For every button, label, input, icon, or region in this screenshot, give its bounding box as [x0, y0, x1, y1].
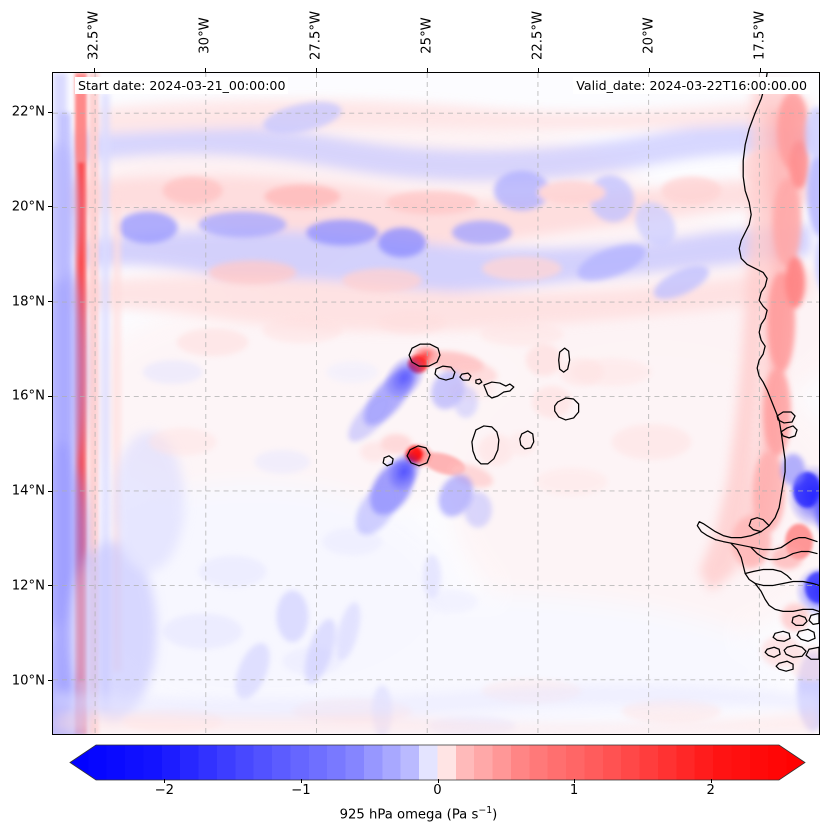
colorbar-tick-mark — [710, 779, 712, 783]
valid-date-annotation: Valid_date: 2024-03-22T16:00:00.00 — [573, 77, 810, 94]
latitude-tick-mark — [48, 206, 52, 208]
colorbar-tick-label: 1 — [569, 783, 579, 798]
omega-field-raster — [53, 73, 819, 734]
colorbar-title-suffix: ) — [492, 807, 498, 823]
latitude-tick-label: 14°N — [11, 483, 45, 499]
latitude-tick-label: 16°N — [11, 388, 45, 404]
longitude-tick-mark — [426, 68, 428, 72]
latitude-tick-label: 22°N — [11, 104, 45, 120]
colorbar-tick-label: −1 — [291, 783, 311, 798]
colorbar-tick-label: 2 — [706, 783, 715, 798]
colorbar-tick-mark — [574, 779, 576, 783]
colorbar-tick-mark — [437, 779, 439, 783]
longitude-tick-label: 32.5°W — [86, 11, 102, 60]
latitude-tick-label: 18°N — [11, 294, 45, 310]
longitude-tick-label: 25°W — [419, 17, 435, 54]
latitude-tick-label: 10°N — [11, 673, 45, 689]
longitude-tick-label: 20°W — [641, 17, 657, 54]
colorbar-title: 925 hPa omega (Pa s−1) — [0, 805, 837, 822]
longitude-tick-label: 22.5°W — [530, 11, 546, 60]
longitude-tick-mark — [204, 68, 206, 72]
latitude-tick-label: 20°N — [11, 199, 45, 215]
latitude-tick-mark — [48, 585, 52, 587]
omega-field: Start date: 2024-03-21_00:00:00 Valid_da… — [53, 73, 819, 734]
map-axes[interactable]: Start date: 2024-03-21_00:00:00 Valid_da… — [52, 72, 820, 735]
longitude-tick-mark — [537, 68, 539, 72]
longitude-tick-mark — [759, 68, 761, 72]
colorbar-title-exponent: −1 — [478, 805, 493, 816]
longitude-tick-mark — [93, 68, 95, 72]
colorbar[interactable]: −2 −1 0 1 2 — [69, 744, 806, 798]
latitude-tick-label: 12°N — [11, 578, 45, 594]
latitude-tick-mark — [48, 395, 52, 397]
start-date-annotation: Start date: 2024-03-21_00:00:00 — [75, 77, 289, 94]
colorbar-tick-label: −2 — [154, 783, 175, 798]
longitude-tick-mark — [315, 68, 317, 72]
colorbar-tick-mark — [164, 779, 166, 783]
colorbar-title-prefix: 925 hPa omega (Pa s — [339, 807, 479, 823]
longitude-tick-label: 27.5°W — [308, 11, 324, 60]
longitude-tick-mark — [648, 68, 650, 72]
longitude-tick-label: 30°W — [197, 17, 213, 54]
latitude-tick-mark — [48, 111, 52, 113]
latitude-tick-mark — [48, 301, 52, 303]
latitude-tick-mark — [48, 490, 52, 492]
latitude-tick-mark — [48, 680, 52, 682]
colorbar-tick-mark — [300, 779, 302, 783]
colorbar-gradient — [69, 744, 806, 781]
longitude-tick-label: 17.5°W — [752, 11, 768, 60]
colorbar-tick-label: 0 — [433, 783, 442, 798]
